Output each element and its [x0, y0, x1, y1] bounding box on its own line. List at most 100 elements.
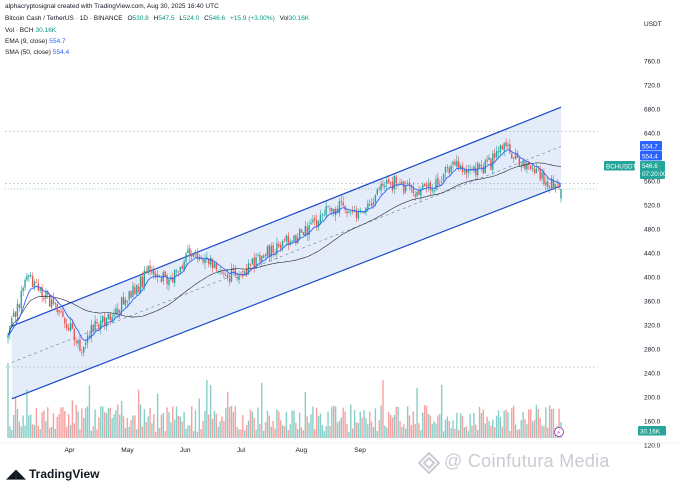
candle[interactable] [556, 182, 558, 184]
last-price-tag[interactable] [640, 161, 665, 179]
candle[interactable] [437, 177, 439, 185]
candle[interactable] [126, 300, 129, 302]
candle[interactable] [228, 278, 231, 282]
candle[interactable] [315, 220, 318, 227]
candle[interactable] [520, 166, 522, 168]
candle[interactable] [139, 276, 142, 294]
candle[interactable] [382, 184, 384, 186]
candle[interactable] [24, 279, 26, 288]
candle[interactable] [122, 296, 125, 305]
candle[interactable] [276, 243, 278, 254]
candle[interactable] [211, 259, 214, 268]
candle[interactable] [172, 277, 174, 283]
candle[interactable] [560, 189, 562, 199]
candle[interactable] [539, 168, 541, 180]
candle[interactable] [58, 310, 60, 313]
candle[interactable] [454, 161, 456, 166]
candle[interactable] [297, 237, 299, 244]
candle[interactable] [283, 239, 286, 241]
candle[interactable] [463, 170, 466, 173]
candle[interactable] [467, 169, 469, 173]
candle[interactable] [312, 219, 314, 223]
candle[interactable] [365, 207, 367, 213]
candle[interactable] [251, 258, 254, 264]
channel-lower-line[interactable] [11, 185, 562, 400]
candle[interactable] [317, 221, 320, 227]
candle[interactable] [435, 178, 437, 190]
candle[interactable] [189, 248, 191, 257]
candle[interactable] [128, 291, 130, 300]
candle[interactable] [511, 153, 513, 159]
candle[interactable] [439, 183, 441, 185]
candle[interactable] [458, 161, 460, 168]
candle[interactable] [550, 178, 553, 189]
candle[interactable] [105, 318, 108, 327]
candle[interactable] [440, 182, 443, 183]
candle[interactable] [48, 295, 51, 307]
candle[interactable] [494, 153, 496, 158]
candle[interactable] [79, 339, 81, 352]
price-axis[interactable] [600, 0, 680, 490]
candle[interactable] [340, 201, 343, 202]
candle[interactable] [221, 272, 223, 274]
candle[interactable] [130, 291, 132, 298]
candle[interactable] [509, 144, 511, 153]
candle[interactable] [270, 246, 272, 257]
candle[interactable] [408, 182, 411, 185]
candle[interactable] [257, 255, 259, 257]
candle[interactable] [28, 275, 30, 277]
candle[interactable] [52, 297, 55, 304]
candle[interactable] [372, 202, 375, 205]
candle[interactable] [321, 213, 324, 215]
candle[interactable] [253, 257, 255, 269]
candle[interactable] [452, 161, 454, 165]
candle[interactable] [384, 185, 386, 188]
candle[interactable] [217, 270, 219, 272]
candle[interactable] [56, 304, 58, 312]
channel-upper-line[interactable] [11, 106, 562, 327]
candle[interactable] [363, 211, 365, 214]
candle[interactable] [242, 274, 244, 277]
candle[interactable] [518, 157, 521, 166]
candle[interactable] [442, 174, 445, 181]
candle[interactable] [223, 273, 225, 275]
candle[interactable] [39, 287, 41, 291]
candle[interactable] [357, 211, 360, 219]
candle[interactable] [369, 204, 371, 205]
candle[interactable] [512, 157, 515, 158]
candle[interactable] [304, 225, 307, 237]
candle[interactable] [351, 210, 354, 212]
event-icon[interactable] [554, 427, 564, 437]
candle[interactable] [230, 269, 233, 282]
candle[interactable] [406, 183, 409, 185]
candle[interactable] [213, 262, 216, 268]
candle[interactable] [423, 184, 426, 187]
candle[interactable] [456, 160, 458, 167]
candle[interactable] [484, 160, 486, 173]
candle[interactable] [505, 142, 507, 147]
candle[interactable] [374, 195, 377, 203]
candle[interactable] [314, 218, 316, 221]
candle[interactable] [244, 271, 246, 276]
candle[interactable] [196, 251, 199, 259]
candle[interactable] [558, 183, 560, 189]
candle[interactable] [342, 202, 344, 206]
candle[interactable] [88, 335, 91, 338]
candle[interactable] [395, 176, 397, 184]
candle[interactable] [380, 183, 382, 191]
candle[interactable] [41, 287, 43, 298]
candle[interactable] [143, 270, 146, 288]
candle[interactable] [69, 322, 72, 331]
candle[interactable] [255, 257, 257, 268]
candle[interactable] [92, 324, 94, 332]
candle[interactable] [272, 245, 274, 254]
candle[interactable] [501, 145, 503, 150]
candle[interactable] [514, 154, 517, 160]
candle[interactable] [355, 209, 358, 218]
candle[interactable] [420, 189, 422, 196]
candle[interactable] [30, 274, 32, 277]
candle[interactable] [177, 271, 180, 273]
candle[interactable] [185, 253, 187, 262]
candle[interactable] [331, 208, 333, 212]
